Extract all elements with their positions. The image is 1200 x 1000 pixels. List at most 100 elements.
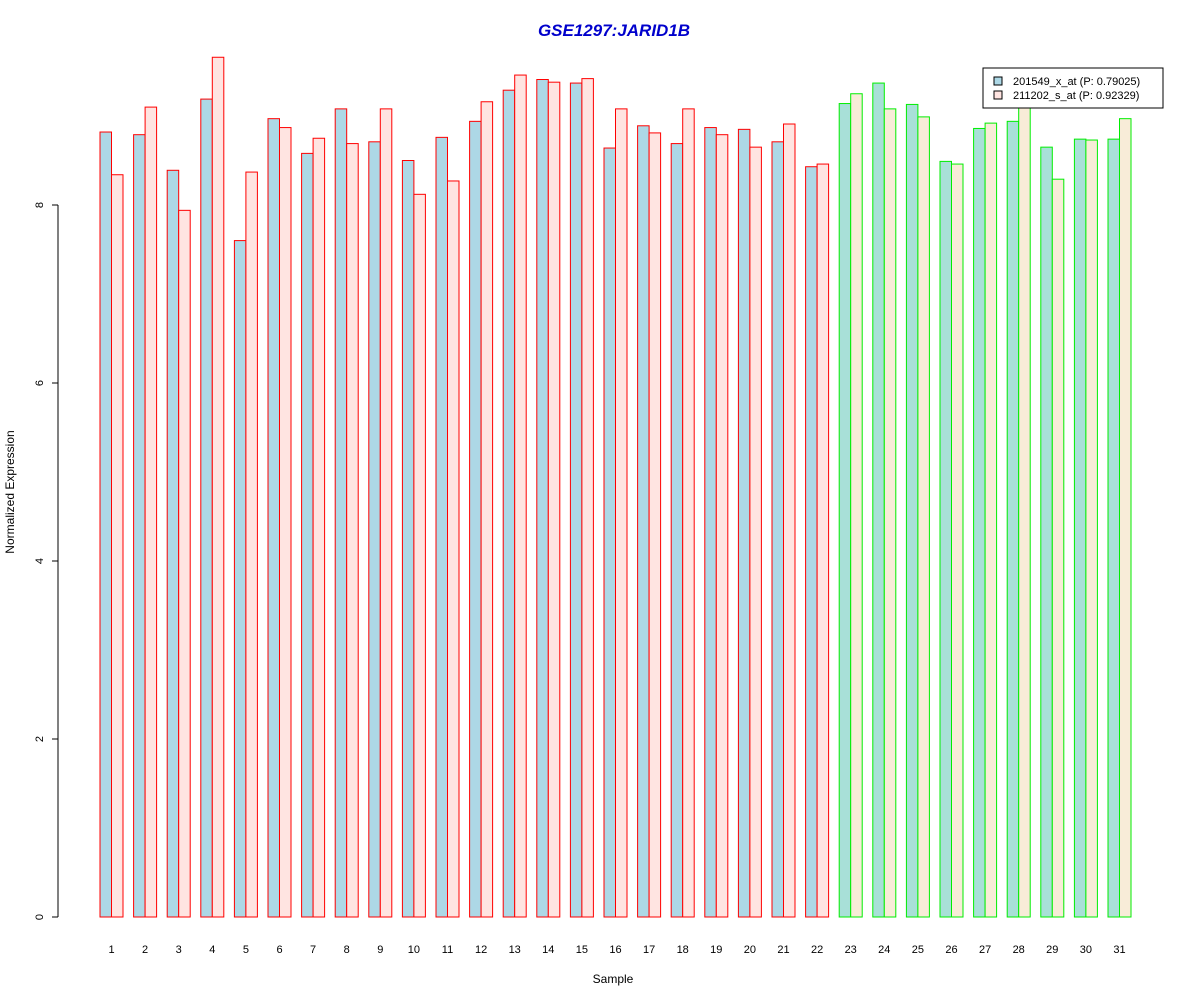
x-tick-label: 22 [811,944,823,956]
x-tick-label: 27 [979,944,991,956]
x-tick-labels: 1 2 3 4 5 6 7 8 9 10 11 12 13 14 15 16 17 18 19 20 21 22 23 24 2… [108,944,1125,956]
legend: 201549_x_at (P: 0.79025) 211202_s_at (P: … [982,67,1164,109]
x-tick-label: 11 [442,944,453,956]
bar-series1-sample-25 [905,103,919,918]
bar-series1-sample-2 [133,134,146,918]
bar-series1-sample-8 [334,108,348,918]
x-tick-label: 16 [609,944,621,956]
x-tick-label: 18 [677,944,689,956]
x-tick-label: 15 [576,944,588,956]
y-axis: 0 2 4 6 8 [34,202,59,920]
bar-series2-sample-30 [1085,139,1098,918]
bar-series2-sample-15 [581,78,594,918]
x-tick-label: 21 [777,944,789,956]
bar-series2-sample-25 [917,116,930,918]
bar-series1-sample-22 [805,166,818,918]
bar-series1-sample-15 [569,82,583,918]
bar-series2-sample-16 [615,108,628,918]
bar-series1-sample-1 [99,131,112,918]
x-tick-label: 4 [209,944,215,956]
bar-series1-sample-23 [838,103,852,918]
x-tick-label: 14 [542,944,554,956]
bar-series2-sample-24 [883,108,897,918]
x-tick-label: 23 [845,944,857,956]
bar-series1-sample-29 [1040,146,1053,918]
bar-series2-sample-12 [480,101,494,918]
x-tick-label: 31 [1113,944,1125,956]
y-tick-label: 8 [34,202,46,208]
bar-series1-sample-19 [704,127,717,918]
bar-series1-sample-20 [737,128,751,918]
x-tick-label: 28 [1013,944,1025,956]
bar-series1-sample-11 [435,136,448,918]
bar-series1-sample-18 [670,143,684,918]
x-tick-label: 30 [1080,944,1092,956]
x-tick-label: 12 [475,944,487,956]
bar-series2-sample-3 [178,209,191,918]
bar-series1-sample-10 [401,160,415,918]
legend-label: 211202_s_at (P: 0.92329) [1013,90,1139,102]
bar-series2-sample-7 [312,137,326,918]
x-tick-label: 20 [744,944,756,956]
bar-series1-sample-3 [166,169,180,918]
x-tick-label: 24 [878,944,890,956]
bar-series1-sample-12 [469,120,482,918]
bar-series2-sample-6 [279,127,292,918]
x-tick-label: 13 [509,944,521,956]
x-tick-label: 19 [710,944,722,956]
bar-series2-sample-2 [144,106,158,918]
chart-title: GSE1297:JARID1B [538,21,690,40]
x-tick-label: 25 [912,944,924,956]
bar-series1-sample-13 [502,89,516,918]
legend-swatch [993,76,1003,86]
bar-series1-sample-9 [368,141,381,918]
bar-series2-sample-20 [749,146,762,918]
bar-series2-sample-26 [951,163,964,918]
x-tick-label: 29 [1046,944,1058,956]
x-tick-label: 3 [176,944,182,956]
y-tick-label: 2 [34,736,46,742]
x-tick-label: 17 [643,944,655,956]
x-tick-label: 6 [276,944,282,956]
y-tick-label: 4 [34,558,46,564]
legend-box [982,67,1164,109]
y-tick-label: 6 [34,380,46,386]
x-tick-label: 10 [408,944,420,956]
bars-group [99,56,1132,918]
bar-series2-sample-28 [1018,103,1031,918]
bar-series2-sample-4 [211,56,225,918]
bar-series1-sample-6 [267,118,280,918]
bar-series1-sample-28 [1006,120,1020,918]
bar-series1-sample-27 [973,127,986,918]
bar-series1-sample-14 [536,79,549,918]
bar-series2-sample-14 [547,81,561,918]
bar-series2-sample-11 [447,180,460,918]
x-tick-label: 26 [945,944,957,956]
bar-series1-sample-5 [233,240,247,918]
x-tick-label: 2 [142,944,148,956]
bar-series1-sample-31 [1107,138,1120,918]
bar-series2-sample-22 [816,163,830,918]
bar-series1-sample-26 [939,160,952,918]
bar-series2-sample-23 [850,93,863,918]
x-tick-label: 7 [310,944,316,956]
bar-series2-sample-13 [514,74,527,918]
bar-series2-sample-31 [1119,118,1132,918]
bar-series1-sample-30 [1073,138,1087,918]
y-tick-label: 0 [34,914,46,920]
bar-series1-sample-24 [872,82,885,918]
bar-series1-sample-17 [637,125,650,918]
bar-series1-sample-4 [200,98,213,918]
x-tick-label: 5 [243,944,249,956]
legend-label: 201549_x_at (P: 0.79025) [1013,76,1140,88]
y-axis-label: Normalized Expression [3,430,17,553]
bar-series1-sample-21 [771,141,784,918]
bar-series2-sample-29 [1051,178,1065,918]
bar-series2-sample-1 [111,174,124,918]
bar-series2-sample-9 [379,108,393,918]
x-axis-label: Sample [593,972,634,986]
bar-series2-sample-18 [682,108,695,918]
bar-series2-sample-5 [245,171,258,918]
